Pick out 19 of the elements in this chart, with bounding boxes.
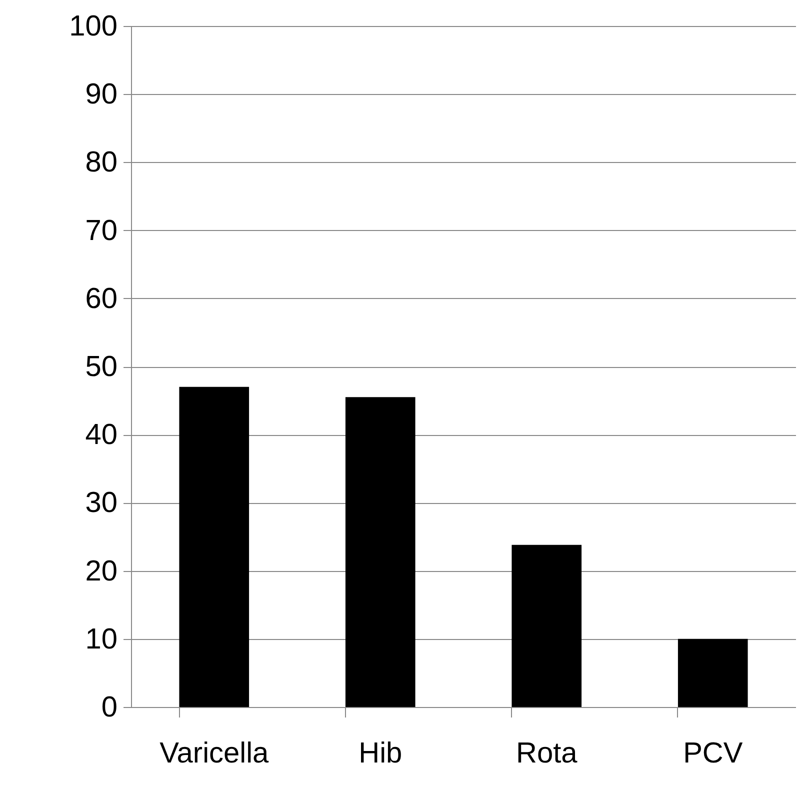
y-tick-label: 20 — [85, 555, 118, 588]
y-tick-label: 10 — [85, 623, 118, 656]
x-tick-label: Hib — [358, 738, 402, 770]
bar — [345, 397, 416, 707]
y-tick-label: 80 — [85, 146, 118, 179]
x-tick-label: PCV — [683, 738, 744, 770]
bar — [678, 638, 748, 707]
y-tick-label: 40 — [85, 419, 118, 452]
x-tick-label: Varicella — [160, 738, 270, 770]
x-tick-label: Rota — [516, 738, 578, 770]
y-tick-label: 0 — [101, 692, 118, 724]
y-tick-label: 30 — [85, 487, 118, 520]
y-tick-label: 100 — [69, 10, 118, 42]
bar — [179, 386, 250, 707]
y-tick-label: 60 — [85, 282, 118, 315]
bar — [512, 544, 582, 707]
y-tick-label: 50 — [85, 351, 118, 383]
y-tick-label: 90 — [85, 78, 118, 111]
y-tick-label: 70 — [85, 214, 118, 247]
